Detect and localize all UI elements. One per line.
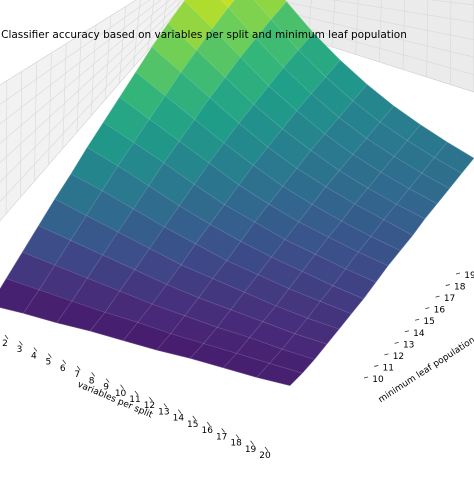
y-tick-label: 19 bbox=[464, 271, 474, 281]
y-tick-mark bbox=[405, 331, 409, 332]
x-tick-label: 15 bbox=[187, 420, 198, 430]
x-tick-label: 2 bbox=[2, 339, 8, 349]
x-tick-label: 14 bbox=[173, 414, 185, 424]
y-tick-mark bbox=[456, 273, 460, 274]
y-tick-label: 18 bbox=[454, 283, 466, 293]
y-tick-label: 16 bbox=[434, 306, 446, 316]
x-tick-label: 5 bbox=[45, 358, 51, 368]
y-tick-mark bbox=[436, 296, 440, 297]
x-tick-label: 4 bbox=[31, 351, 37, 361]
y-tick-label: 10 bbox=[372, 375, 384, 385]
y-tick-mark bbox=[395, 342, 399, 343]
y-tick-mark bbox=[446, 285, 450, 286]
x-tick-label: 18 bbox=[230, 439, 242, 449]
x-tick-label: 20 bbox=[259, 451, 271, 461]
x-tick-label: 3 bbox=[17, 345, 23, 355]
x-tick-label: 16 bbox=[201, 426, 213, 436]
y-tick-label: 12 bbox=[393, 352, 404, 362]
y-tick-mark bbox=[415, 319, 419, 320]
y-tick-mark bbox=[374, 365, 378, 366]
chart-title: Classifier accuracy based on variables p… bbox=[1, 29, 407, 41]
y-tick-label: 11 bbox=[382, 363, 393, 373]
y-tick-mark bbox=[384, 354, 388, 355]
y-tick-label: 14 bbox=[413, 329, 425, 339]
y-tick-label: 17 bbox=[444, 294, 455, 304]
y-tick-label: 13 bbox=[403, 340, 414, 350]
x-tick-label: 19 bbox=[245, 445, 257, 455]
x-tick-label: 17 bbox=[216, 432, 227, 442]
y-tick-label: 15 bbox=[423, 317, 434, 327]
y-tick-mark bbox=[364, 377, 368, 378]
y-tick-mark bbox=[425, 308, 429, 309]
x-tick-label: 6 bbox=[60, 364, 66, 374]
x-axis-label: variables per split bbox=[76, 380, 155, 421]
x-tick-label: 13 bbox=[158, 407, 169, 417]
